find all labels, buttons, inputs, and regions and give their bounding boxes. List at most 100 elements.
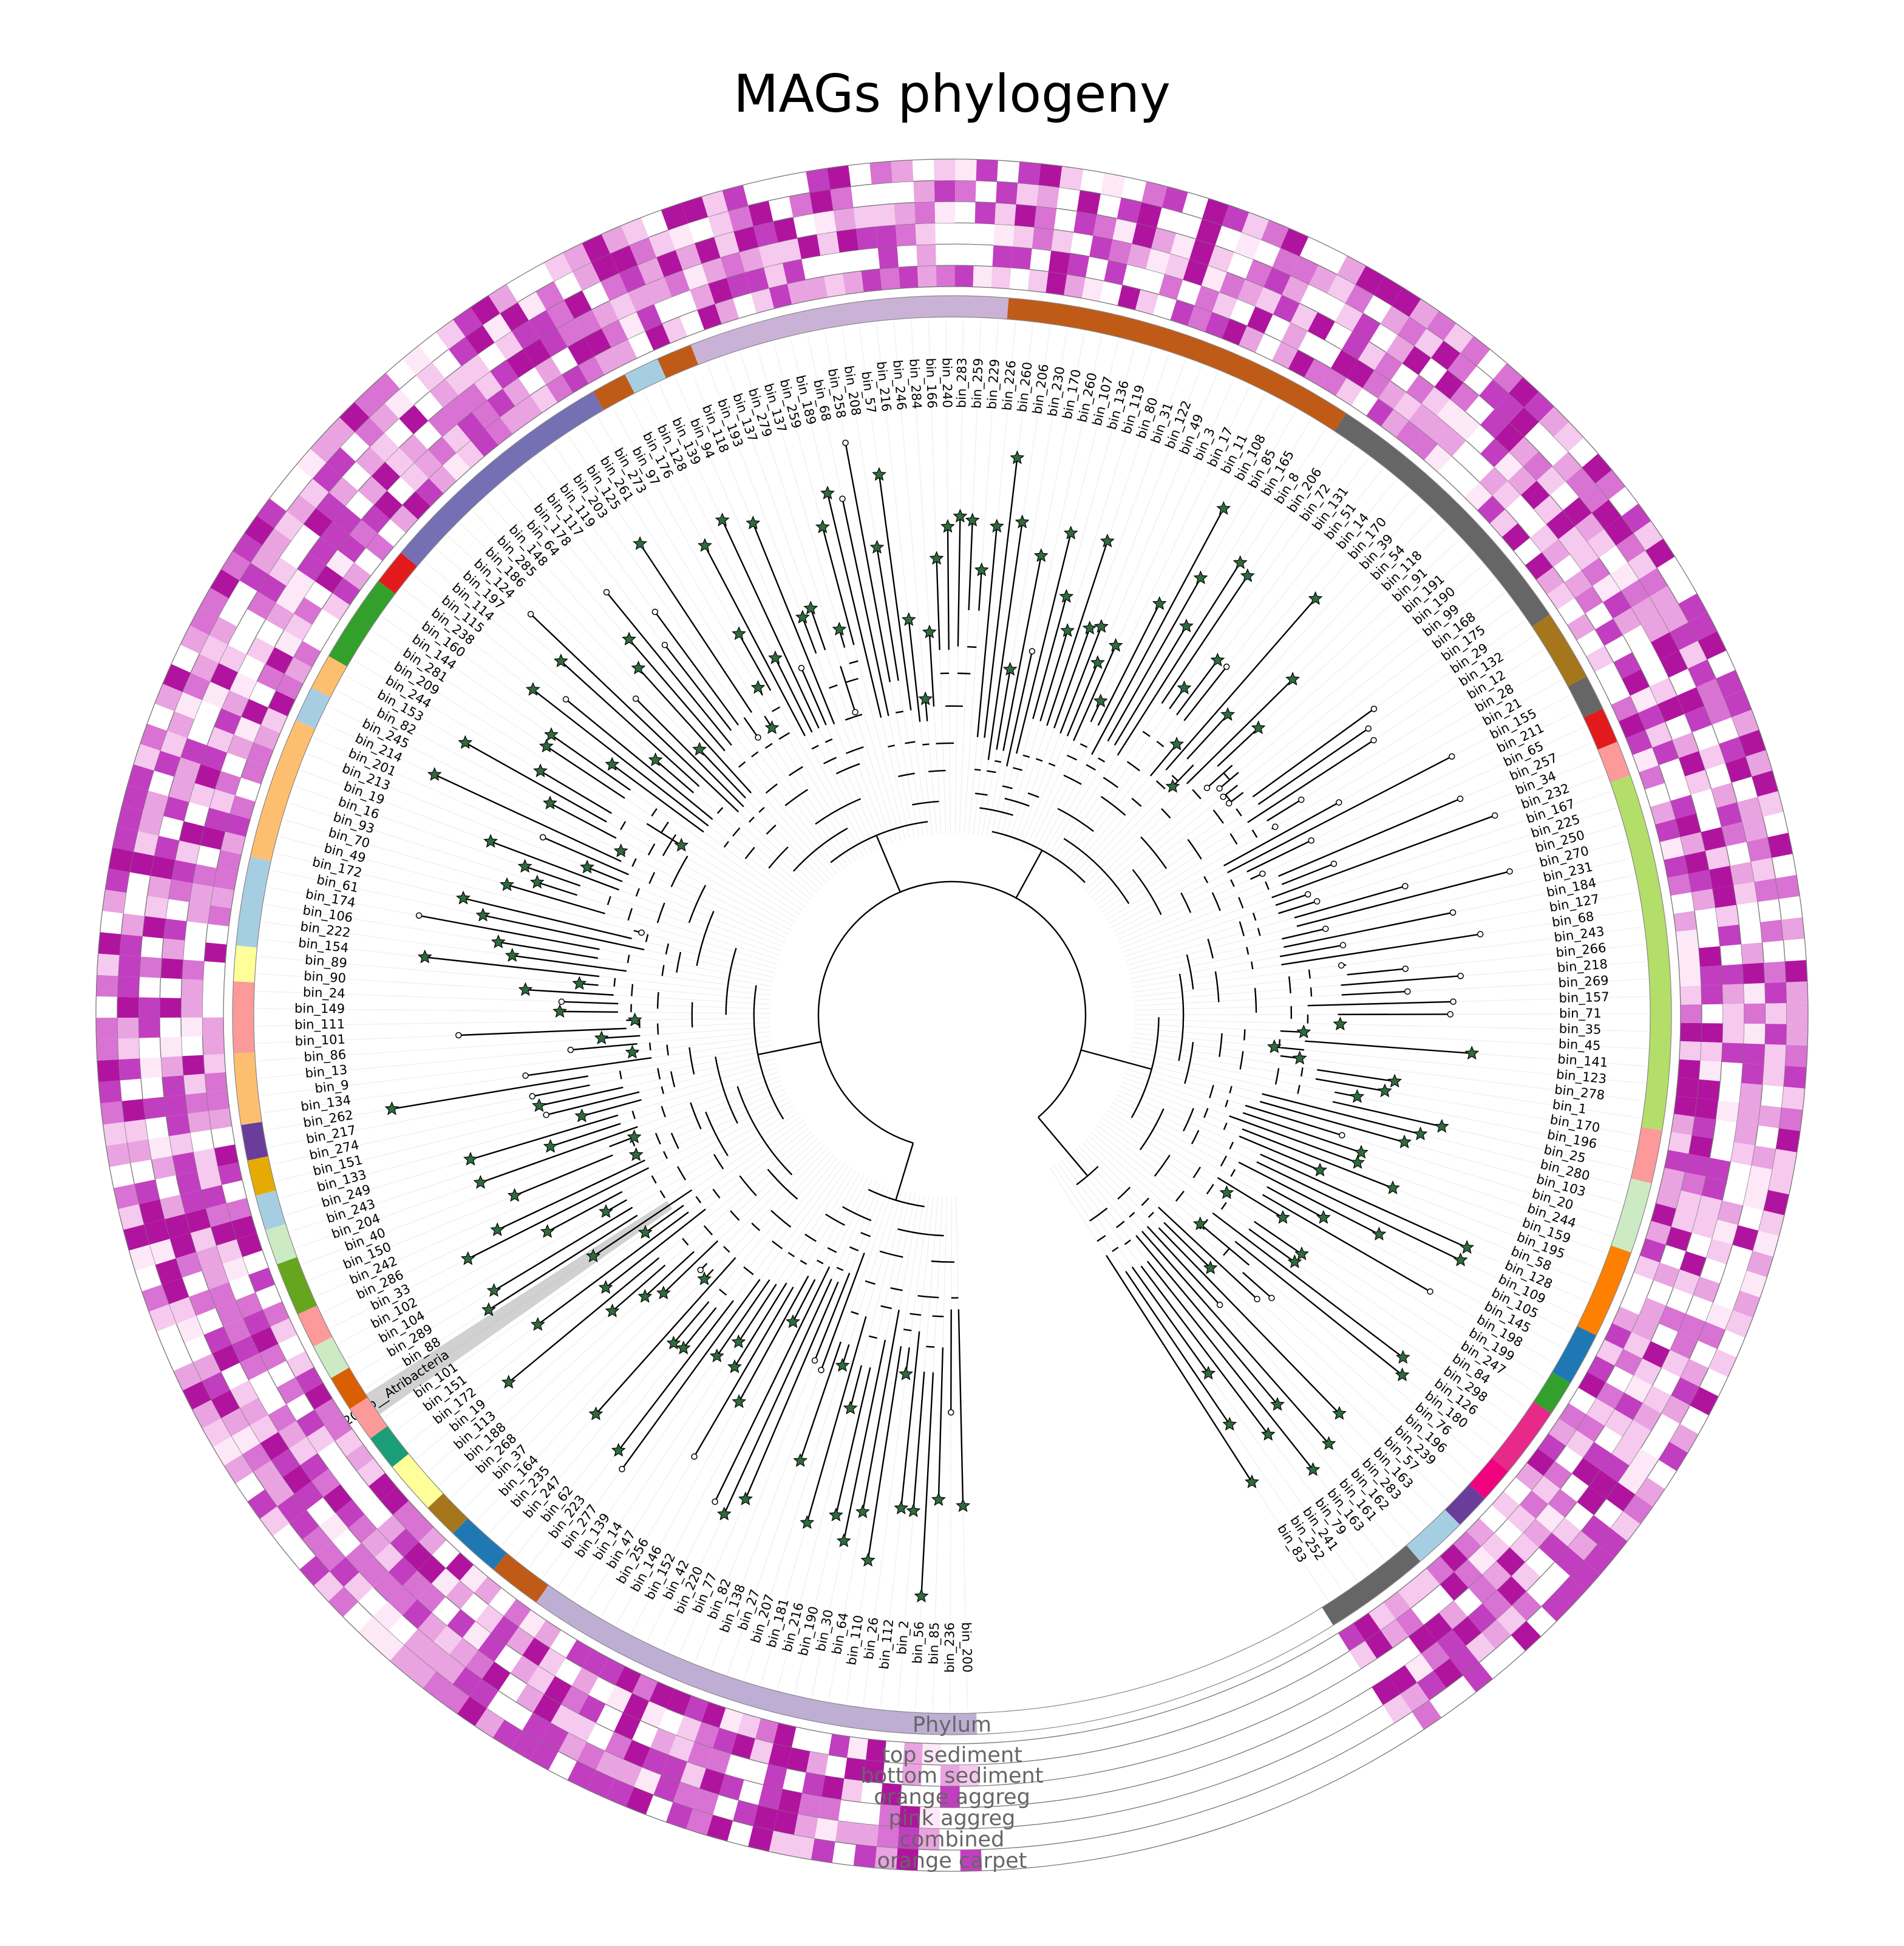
leaf-guide-line xyxy=(1134,1023,1647,1049)
heatmap-cell xyxy=(1661,1395,1690,1424)
heatmap-cell xyxy=(1742,817,1768,842)
leaf-guide-line xyxy=(695,1184,885,1662)
heatmap-cell xyxy=(193,1148,218,1171)
tip-star xyxy=(638,1225,653,1239)
tip-star xyxy=(517,859,532,873)
heatmap-cell xyxy=(996,181,1018,205)
heatmap-cell xyxy=(1574,586,1603,614)
heatmap-cell xyxy=(879,1804,900,1828)
heatmap-cell xyxy=(208,616,237,645)
heatmap-cell xyxy=(1604,1323,1632,1349)
heatmap-cell xyxy=(648,230,676,257)
heatmap-cell xyxy=(1671,1114,1695,1135)
heatmap-cell xyxy=(142,916,166,939)
heatmap-cell xyxy=(1408,1625,1437,1654)
tip-star xyxy=(605,757,620,771)
heatmap-cell xyxy=(564,290,592,319)
heatmap-cell xyxy=(694,1722,719,1749)
phylum-segment xyxy=(1532,614,1587,687)
leaf-guide-line xyxy=(258,1027,770,1061)
heatmap-cell xyxy=(310,432,341,463)
leaf-label: bin_35 xyxy=(1559,1021,1601,1038)
tip-star xyxy=(1260,1426,1276,1441)
tip-star xyxy=(417,949,432,964)
tip-star xyxy=(1090,655,1105,669)
tip-node xyxy=(1404,988,1411,995)
heatmap-cell xyxy=(605,1732,632,1760)
heatmap-cell xyxy=(211,1390,240,1418)
heatmap-cell xyxy=(620,217,649,245)
heatmap-cell xyxy=(1170,299,1195,326)
heatmap-cell xyxy=(457,412,485,441)
heatmap-cell xyxy=(1673,911,1697,932)
heatmap-cell xyxy=(129,1244,155,1271)
heatmap-cell xyxy=(715,298,739,324)
heatmap-cell xyxy=(265,602,294,630)
leaf-guide-line xyxy=(451,1141,821,1498)
leaf-guide-line xyxy=(982,329,1068,836)
heatmap-cell xyxy=(1611,695,1639,722)
leaf-guide-line xyxy=(1088,1135,1473,1477)
heatmap-cell xyxy=(365,533,394,561)
heatmap-cell xyxy=(114,1183,139,1209)
phylum-segment xyxy=(1469,1458,1509,1499)
heatmap-cell xyxy=(1309,265,1338,294)
ring-label: bottom sediment xyxy=(861,1764,1044,1788)
tip-star xyxy=(872,467,887,481)
tip-star xyxy=(486,1283,501,1297)
tip-star xyxy=(786,1314,801,1329)
heatmap-cell xyxy=(899,1806,920,1828)
heatmap-cell xyxy=(797,234,821,259)
tip-star xyxy=(1169,737,1185,750)
heatmap-cell xyxy=(790,1835,815,1860)
tip-node xyxy=(839,495,846,502)
heatmap-cell xyxy=(1684,706,1712,733)
heatmap-cell xyxy=(1741,942,1764,964)
heatmap-cell xyxy=(181,979,203,999)
tip-star xyxy=(732,626,746,641)
heatmap-cell xyxy=(140,723,168,751)
heatmap-cell xyxy=(155,1258,182,1285)
heatmap-cell xyxy=(1282,275,1310,304)
heatmap-cell xyxy=(631,1674,658,1701)
heatmap-cell xyxy=(1189,239,1216,266)
heatmap-cell xyxy=(1688,612,1718,641)
tip-star xyxy=(1033,548,1049,562)
heatmap-cell xyxy=(1676,1077,1699,1098)
heatmap-cell xyxy=(821,1775,845,1800)
heatmap-cell xyxy=(354,387,385,418)
heatmap-cell xyxy=(1744,1023,1766,1044)
heatmap-cell xyxy=(335,1499,365,1528)
heatmap-cell xyxy=(1732,709,1759,737)
heatmap-cell xyxy=(1423,415,1452,444)
heatmap-cell xyxy=(1747,837,1772,862)
heatmap-cell xyxy=(185,1092,209,1114)
heatmap-cell xyxy=(260,1432,289,1461)
tip-node xyxy=(1308,837,1314,844)
heatmap-cell xyxy=(1281,322,1308,350)
tip-star xyxy=(732,1394,747,1408)
leaf-guide-line xyxy=(1017,366,1202,846)
heatmap-cell xyxy=(1630,686,1658,713)
tip-node xyxy=(697,1267,704,1273)
heatmap-cell xyxy=(1327,274,1356,304)
heatmap-cell xyxy=(189,883,214,905)
heatmap-cell xyxy=(168,777,195,802)
heatmap-cell xyxy=(891,160,914,183)
heatmap-cell xyxy=(623,1693,650,1721)
heatmap-cell xyxy=(1034,206,1057,230)
heatmap-cell xyxy=(1678,1313,1706,1341)
heatmap-cell xyxy=(1542,539,1571,568)
leaf-guide-line xyxy=(362,645,798,919)
heatmap-cell xyxy=(229,795,256,820)
heatmap-cell xyxy=(1596,1339,1623,1366)
tip-node xyxy=(1216,1301,1223,1308)
heatmap-cell xyxy=(143,1097,166,1120)
tip-star xyxy=(483,834,498,848)
tip-star xyxy=(800,1515,815,1529)
heatmap-cell xyxy=(270,1318,298,1344)
tip-node xyxy=(798,664,805,672)
heatmap-cell xyxy=(207,726,234,753)
heatmap-cell xyxy=(1362,370,1391,399)
leaf-guide-line xyxy=(586,1169,857,1607)
